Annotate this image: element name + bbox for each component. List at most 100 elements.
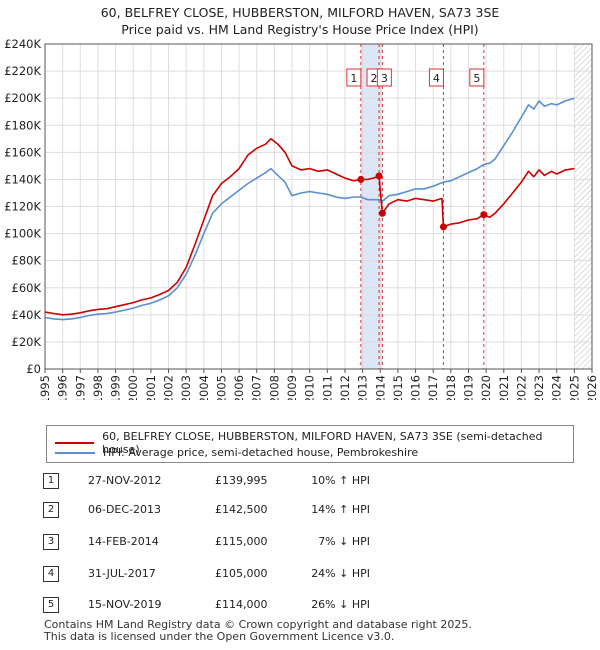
x-tick-label: 1998 [91, 375, 105, 400]
sale-price: £114,000 [215, 598, 268, 611]
sale-price: £115,000 [215, 535, 268, 548]
sale-row: 3 14-FEB-2014 £115,000 7% ↓ HPI [0, 531, 600, 551]
x-tick-label: 2017 [426, 375, 440, 400]
sale-row: 2 06-DEC-2013 £142,500 14% ↑ HPI [0, 499, 600, 519]
sale-number: 5 [43, 597, 59, 613]
y-tick-label: £60K [12, 281, 42, 295]
x-tick-label: 1995 [38, 375, 52, 400]
legend-swatch-hpi [55, 451, 95, 454]
sale-marker-box [469, 68, 485, 87]
property-price-line [44, 138, 575, 316]
chart-title: 60, BELFREY CLOSE, HUBBERSTON, MILFORD H… [0, 4, 600, 38]
sale-point [357, 175, 365, 183]
y-tick-label: £160K [4, 145, 41, 159]
sale-date: 15-NOV-2019 [88, 598, 162, 611]
sale-hpi-diff: 7% ↓ HPI [318, 535, 370, 548]
sale-number: 3 [43, 534, 59, 550]
sale-point [375, 172, 383, 180]
sale-row: 5 15-NOV-2019 £114,000 26% ↓ HPI [0, 594, 600, 614]
sale-hpi-diff: 10% ↑ HPI [311, 474, 370, 487]
sale-number: 2 [43, 502, 59, 518]
sale-price: £142,500 [215, 503, 268, 516]
legend: 60, BELFREY CLOSE, HUBBERSTON, MILFORD H… [46, 425, 574, 463]
sale-hpi-diff: 14% ↑ HPI [311, 503, 370, 516]
sale-marker-label: 4 [433, 72, 440, 85]
sale-point [378, 209, 386, 217]
x-tick-label: 2011 [320, 375, 334, 400]
y-tick-label: £200K [4, 91, 41, 105]
sale-marker-label: 5 [473, 72, 480, 85]
footer-line-2: This data is licensed under the Open Gov… [44, 630, 395, 643]
x-tick-label: 2010 [303, 375, 317, 400]
y-tick-label: £80K [12, 254, 42, 268]
x-tick-label: 2025 [567, 375, 581, 400]
legend-swatch-property [55, 442, 95, 444]
x-tick-label: 1996 [56, 375, 70, 400]
y-tick-label: £220K [4, 64, 41, 78]
sale-hpi-diff: 24% ↓ HPI [311, 567, 370, 580]
y-tick-label: £0 [26, 362, 41, 376]
hpi-line [44, 97, 575, 321]
sale-number: 1 [43, 473, 59, 489]
x-tick-label: 2026 [585, 375, 599, 400]
y-tick-label: £240K [4, 37, 41, 51]
y-tick-label: £40K [12, 308, 42, 322]
title-line-2: Price paid vs. HM Land Registry's House … [121, 22, 479, 37]
sale-marker-label: 3 [381, 72, 388, 85]
x-tick-label: 1999 [109, 375, 123, 400]
sale-point [439, 223, 447, 231]
x-tick-label: 2016 [409, 375, 423, 400]
sale-row: 4 31-JUL-2017 £105,000 24% ↓ HPI [0, 563, 600, 583]
x-tick-label: 2014 [373, 375, 387, 400]
x-tick-label: 2018 [444, 375, 458, 400]
legend-item-property: 60, BELFREY CLOSE, HUBBERSTON, MILFORD H… [55, 430, 573, 456]
sale-row: 1 27-NOV-2012 £139,995 10% ↑ HPI [0, 470, 600, 490]
y-tick-label: £20K [12, 335, 42, 349]
sale-date: 06-DEC-2013 [88, 503, 162, 516]
sale-marker-label: 2 [371, 72, 378, 85]
x-tick-label: 2002 [162, 375, 176, 400]
sale-number: 4 [43, 566, 59, 582]
x-tick-label: 2012 [338, 375, 352, 400]
x-tick-label: 2015 [391, 375, 405, 400]
sale-marker-box [428, 68, 444, 87]
x-tick-label: 2009 [285, 375, 299, 400]
x-tick-label: 2001 [144, 375, 158, 400]
footer-line-1: Contains HM Land Registry data © Crown c… [44, 618, 472, 631]
y-tick-label: £120K [4, 200, 41, 214]
x-tick-label: 2013 [356, 375, 370, 400]
sale-point [480, 211, 488, 219]
x-tick-label: 2007 [250, 375, 264, 400]
sale-marker-box [376, 68, 392, 87]
sale-marker-label: 1 [350, 72, 357, 85]
x-tick-label: 1997 [73, 375, 87, 400]
x-tick-label: 2020 [479, 375, 493, 400]
legend-label-property: 60, BELFREY CLOSE, HUBBERSTON, MILFORD H… [102, 430, 543, 456]
y-tick-label: £180K [4, 118, 41, 132]
footer: Contains HM Land Registry data © Crown c… [44, 619, 472, 643]
legend-item-hpi: HPI: Average price, semi-detached house,… [55, 446, 418, 459]
x-tick-label: 2006 [232, 375, 246, 400]
x-tick-label: 2024 [550, 375, 564, 400]
x-tick-label: 2021 [497, 375, 511, 400]
title-line-1: 60, BELFREY CLOSE, HUBBERSTON, MILFORD H… [100, 5, 500, 20]
x-tick-label: 2004 [197, 375, 211, 400]
x-tick-label: 2023 [532, 375, 546, 400]
legend-label-hpi: HPI: Average price, semi-detached house,… [103, 446, 419, 459]
sale-date: 14-FEB-2014 [88, 535, 159, 548]
x-tick-label: 2022 [514, 375, 528, 400]
sale-price: £105,000 [215, 567, 268, 580]
sale-date: 27-NOV-2012 [88, 474, 162, 487]
y-tick-label: £100K [4, 227, 41, 241]
sale-date: 31-JUL-2017 [88, 567, 156, 580]
x-tick-label: 2003 [179, 375, 193, 400]
plot-border [44, 43, 593, 370]
price-chart: £0 £20K £40K £60K £80K £100K £120K £140K £160K £1… [4, 37, 599, 400]
y-tick-label: £140K [4, 172, 41, 186]
sale-hpi-diff: 26% ↓ HPI [311, 598, 370, 611]
sale-marker-box [346, 68, 362, 87]
x-tick-label: 2000 [126, 375, 140, 400]
x-tick-label: 2008 [267, 375, 281, 400]
x-tick-label: 2005 [214, 375, 228, 400]
sale-price: £139,995 [215, 474, 268, 487]
